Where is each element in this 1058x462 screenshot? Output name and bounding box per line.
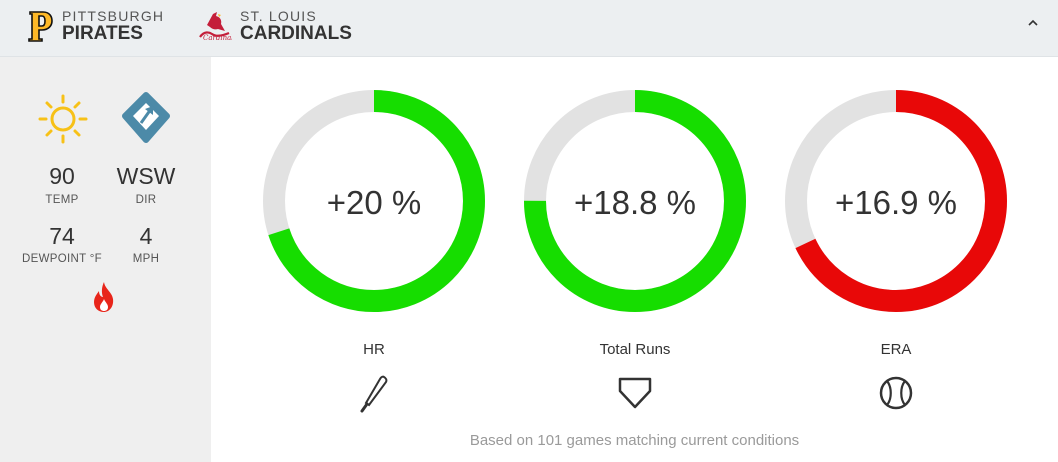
away-team-city: PITTSBURGH: [62, 8, 165, 24]
baseball-icon: [879, 376, 913, 410]
era-gauge: [785, 90, 1007, 312]
temp-label: TEMP: [45, 194, 79, 206]
dewpoint-label: DEWPOINT °F: [22, 253, 102, 265]
bat-icon: [360, 375, 388, 413]
home-team[interactable]: Cardinals ST. LOUIS CARDINALS: [198, 9, 352, 43]
pirates-logo-icon: [28, 11, 53, 42]
wind-speed-value: 4: [139, 223, 153, 249]
hr-label: HR: [363, 341, 385, 358]
gauge-arc: [524, 90, 746, 312]
gauge-arc: [785, 90, 1007, 312]
total-runs-gauge: [524, 90, 746, 312]
dewpoint-value: 74: [49, 223, 75, 249]
chevron-up-icon[interactable]: [1028, 14, 1038, 30]
wind-dir-value: WSW: [116, 163, 176, 189]
hr-change-value: +20 %: [326, 184, 422, 221]
era-label: ERA: [880, 341, 912, 358]
weather-panel: 90 TEMP WSW DIR 74 DEWPOINT °F 4 MPH: [0, 57, 211, 462]
matchup-header: PITTSBURGH PIRATES Cardinals ST. LOUIS C…: [0, 0, 1058, 57]
fire-icon: [94, 282, 114, 312]
wind-speed-label: MPH: [132, 253, 160, 265]
temp-value: 90: [49, 163, 75, 189]
total-runs-label: Total Runs: [599, 341, 671, 358]
svg-text:Cardinals: Cardinals: [203, 34, 232, 41]
away-team-name: PIRATES: [62, 23, 143, 44]
cardinals-logo-icon: Cardinals: [199, 12, 232, 41]
era-change-value: +16.9 %: [834, 184, 957, 221]
home-team-city: ST. LOUIS: [240, 8, 317, 24]
away-team[interactable]: PITTSBURGH PIRATES: [28, 9, 164, 43]
total-runs-change-value: +18.8 %: [573, 184, 696, 221]
sun-icon: [38, 94, 88, 144]
home-plate-icon: [618, 377, 652, 409]
home-team-name: CARDINALS: [240, 23, 352, 44]
hr-gauge: [263, 90, 485, 312]
wind-direction-icon: [122, 92, 170, 143]
metrics-panel: +20 % HR +18.8 % Total Runs +16.9 % ERA: [211, 57, 1058, 462]
wind-dir-label: DIR: [135, 194, 157, 206]
sample-size-note: Based on 101 games matching current cond…: [469, 432, 800, 449]
gauge-arc: [263, 90, 485, 312]
